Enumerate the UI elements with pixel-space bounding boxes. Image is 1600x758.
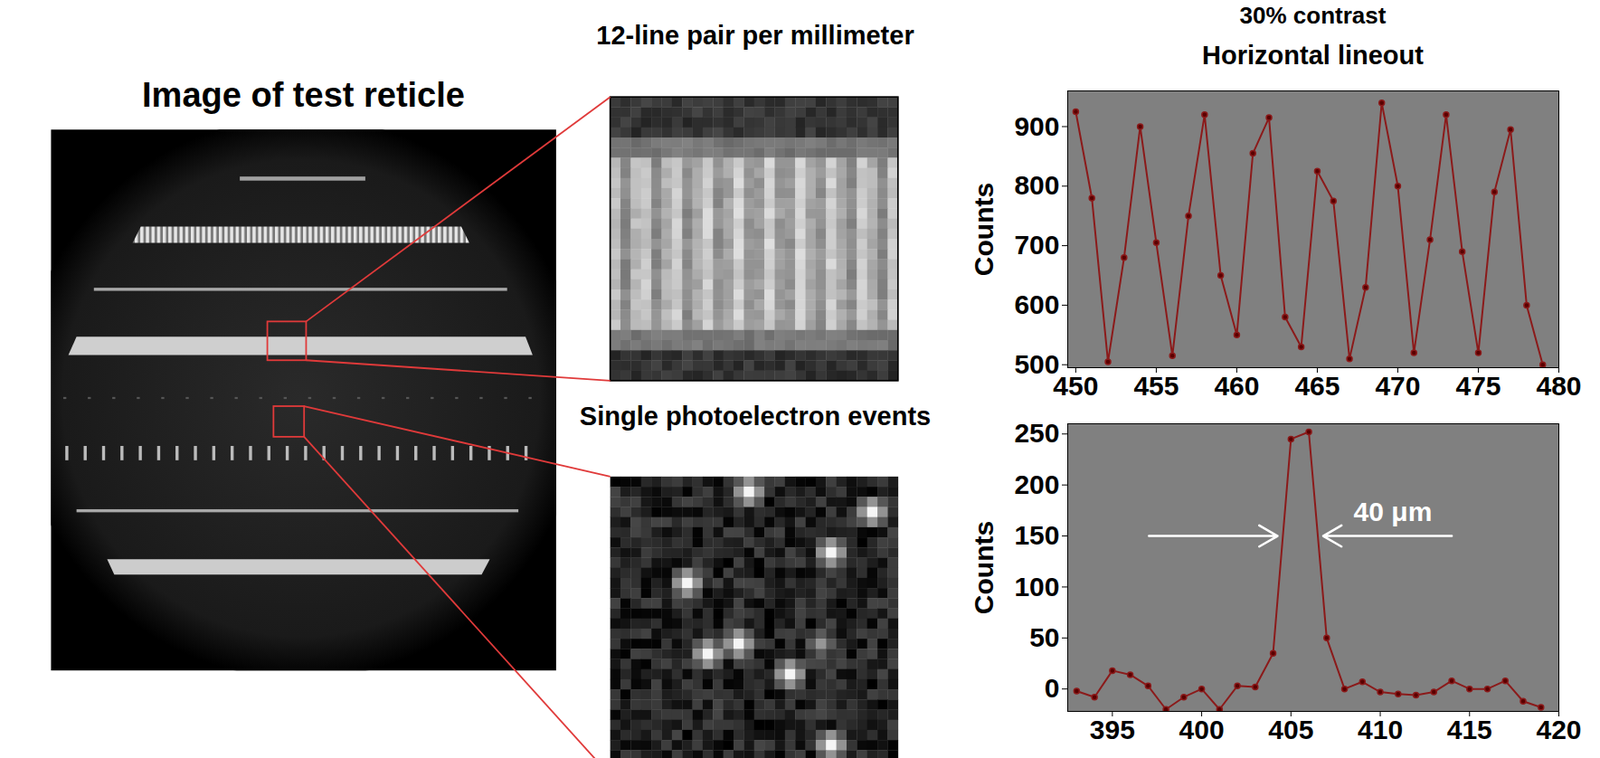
svg-text:Counts: Counts [968, 182, 999, 276]
html-text:12-line pair per millimeter: 12-line pair per millimeter [596, 20, 915, 50]
html-text:Single photoelectron events: Single photoelectron events [579, 401, 931, 431]
svg-text:480: 480 [1535, 370, 1582, 401]
svg-text:50: 50 [1029, 622, 1060, 653]
svg-text:900: 900 [1013, 111, 1060, 142]
html-text:Image of test reticle: Image of test reticle [142, 75, 465, 114]
svg-text:600: 600 [1013, 289, 1060, 320]
svg-text:470: 470 [1374, 370, 1421, 401]
svg-text:420: 420 [1535, 714, 1582, 745]
svg-text:415: 415 [1447, 714, 1493, 745]
svg-text:0: 0 [1044, 672, 1061, 703]
svg-text:455: 455 [1133, 370, 1179, 401]
svg-text:450: 450 [1052, 370, 1099, 401]
svg-text:200: 200 [1013, 469, 1060, 500]
svg-text:40 μm: 40 μm [1353, 496, 1433, 527]
html-text:30% contrast: 30% contrast [1239, 1, 1387, 29]
svg-text:410: 410 [1357, 714, 1403, 745]
svg-text:250: 250 [1013, 417, 1060, 448]
svg-text:100: 100 [1013, 571, 1060, 602]
svg-text:800: 800 [1013, 170, 1060, 200]
svg-text:395: 395 [1089, 714, 1136, 745]
svg-text:150: 150 [1013, 520, 1060, 550]
svg-text:700: 700 [1013, 229, 1060, 260]
svg-text:400: 400 [1179, 714, 1225, 745]
svg-text:405: 405 [1268, 714, 1314, 745]
svg-text:500: 500 [1014, 348, 1060, 379]
svg-text:460: 460 [1213, 370, 1260, 401]
svg-text:475: 475 [1455, 370, 1501, 401]
html-text:Horizontal lineout: Horizontal lineout [1202, 40, 1424, 70]
svg-text:465: 465 [1294, 370, 1340, 401]
svg-text:Counts: Counts [968, 520, 999, 615]
